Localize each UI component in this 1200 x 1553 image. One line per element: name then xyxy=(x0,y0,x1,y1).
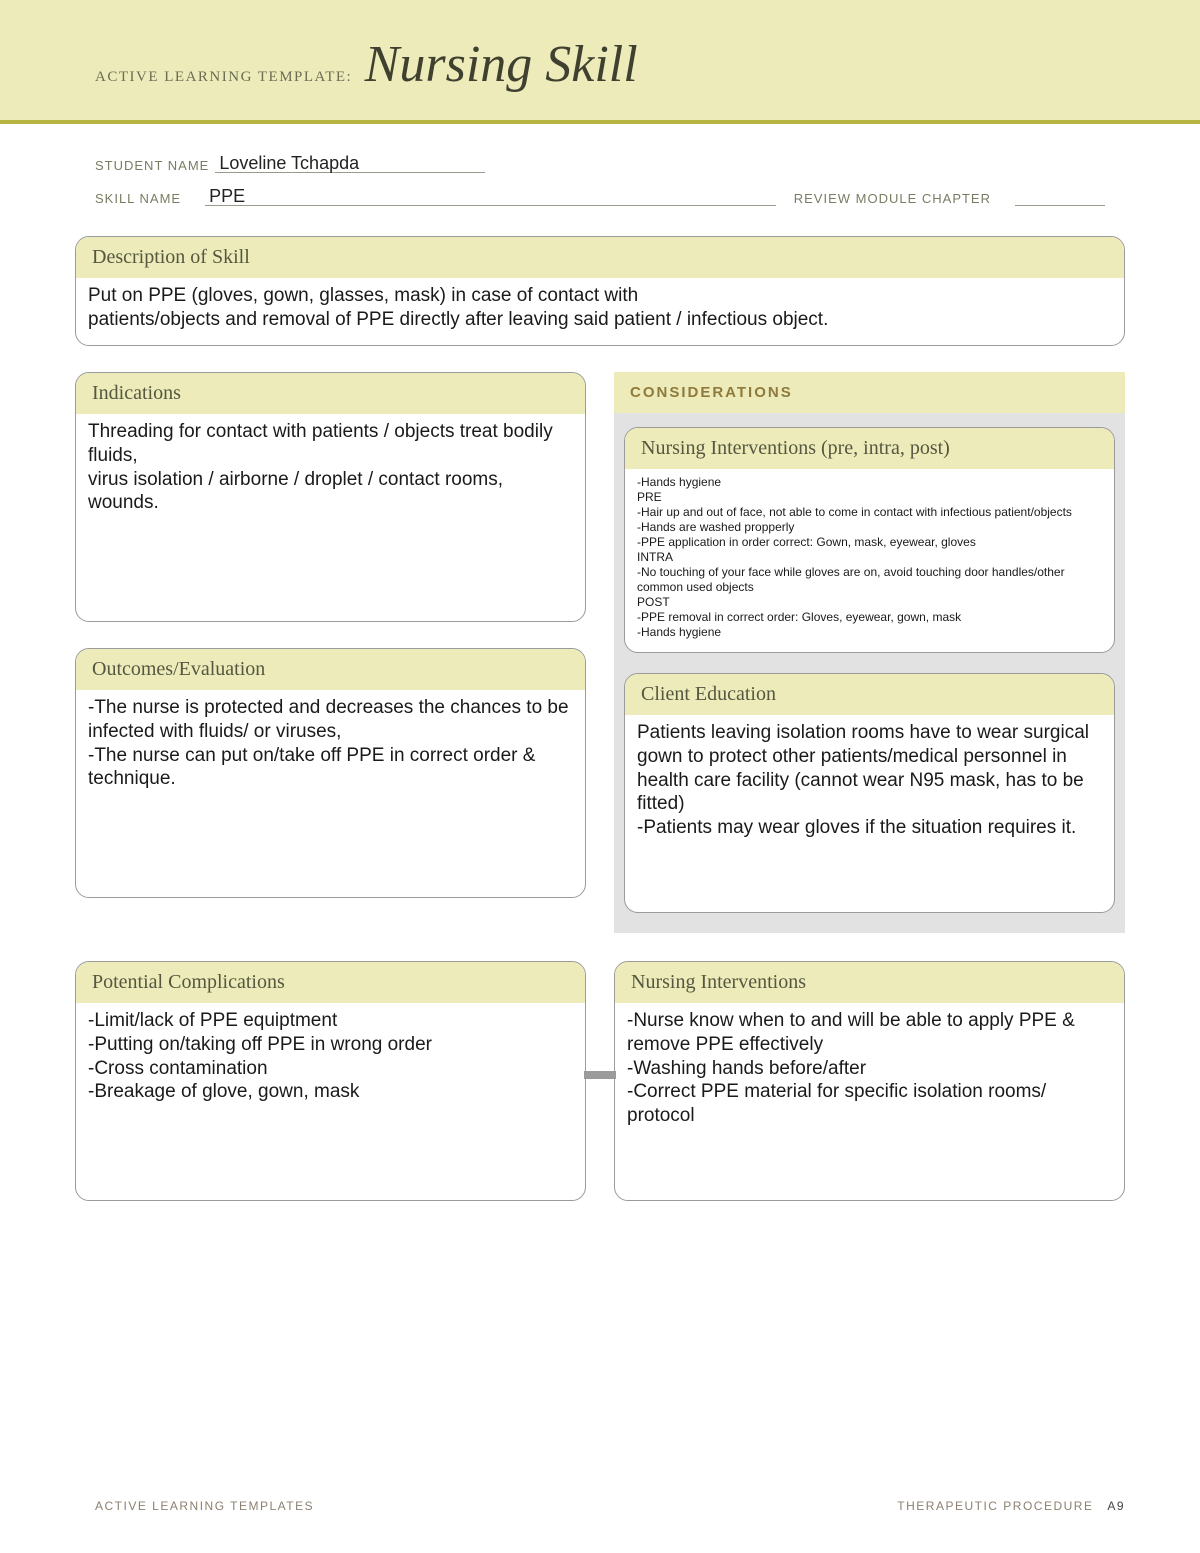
outcomes-header: Outcomes/Evaluation xyxy=(76,649,585,690)
skill-name-value[interactable]: PPE xyxy=(205,187,776,206)
review-module-value[interactable] xyxy=(1015,205,1105,206)
potential-complications-body[interactable]: -Limit/lack of PPE equiptment -Putting o… xyxy=(76,1003,585,1200)
outcomes-box: Outcomes/Evaluation -The nurse is protec… xyxy=(75,648,586,898)
footer-right-label: THERAPEUTIC PROCEDURE xyxy=(897,1499,1093,1513)
middle-grid: Indications Threading for contact with p… xyxy=(75,372,1125,933)
indications-header: Indications xyxy=(76,373,585,414)
banner-prefix: ACTIVE LEARNING TEMPLATE: xyxy=(95,69,352,85)
outcomes-body[interactable]: -The nurse is protected and decreases th… xyxy=(76,690,585,897)
page-footer: ACTIVE LEARNING TEMPLATES THERAPEUTIC PR… xyxy=(95,1499,1125,1513)
description-box: Description of Skill Put on PPE (gloves,… xyxy=(75,236,1125,346)
nursing-interventions-body[interactable]: -Nurse know when to and will be able to … xyxy=(615,1003,1124,1200)
considerations-section: CONSIDERATIONS Nursing Interventions (pr… xyxy=(614,372,1125,933)
nursing-interventions-pre-body[interactable]: -Hands hygiene PRE -Hair up and out of f… xyxy=(625,469,1114,652)
nursing-interventions-pre-box: Nursing Interventions (pre, intra, post)… xyxy=(624,427,1115,653)
client-education-body[interactable]: Patients leaving isolation rooms have to… xyxy=(625,715,1114,912)
student-name-label: STUDENT NAME xyxy=(95,158,209,173)
potential-complications-header: Potential Complications xyxy=(76,962,585,1003)
title-banner: ACTIVE LEARNING TEMPLATE: Nursing Skill xyxy=(0,0,1200,120)
indications-body[interactable]: Threading for contact with patients / ob… xyxy=(76,414,585,621)
potential-complications-box: Potential Complications -Limit/lack of P… xyxy=(75,961,586,1201)
client-education-header: Client Education xyxy=(625,674,1114,715)
nursing-interventions-header: Nursing Interventions xyxy=(615,962,1124,1003)
review-module-label: REVIEW MODULE CHAPTER xyxy=(794,191,991,206)
bottom-row: Potential Complications -Limit/lack of P… xyxy=(75,961,1125,1201)
description-header: Description of Skill xyxy=(76,237,1124,278)
left-column: Indications Threading for contact with p… xyxy=(75,372,586,898)
student-name-value[interactable]: Loveline Tchapda xyxy=(215,154,485,173)
skill-name-label: SKILL NAME xyxy=(95,191,181,206)
client-education-box: Client Education Patients leaving isolat… xyxy=(624,673,1115,913)
considerations-label: CONSIDERATIONS xyxy=(614,372,1125,413)
header-fields: STUDENT NAME Loveline Tchapda SKILL NAME… xyxy=(0,124,1200,216)
page: ACTIVE LEARNING TEMPLATE: Nursing Skill … xyxy=(0,0,1200,1553)
box-connector xyxy=(584,1071,616,1079)
footer-right: THERAPEUTIC PROCEDURE A9 xyxy=(897,1499,1125,1513)
description-body[interactable]: Put on PPE (gloves, gown, glasses, mask)… xyxy=(76,278,1124,345)
content-area: Description of Skill Put on PPE (gloves,… xyxy=(0,216,1200,1201)
indications-box: Indications Threading for contact with p… xyxy=(75,372,586,622)
banner-title: Nursing Skill xyxy=(365,36,638,93)
nursing-interventions-pre-header: Nursing Interventions (pre, intra, post) xyxy=(625,428,1114,469)
footer-page-number: A9 xyxy=(1107,1499,1125,1513)
footer-left: ACTIVE LEARNING TEMPLATES xyxy=(95,1499,314,1513)
nursing-interventions-box: Nursing Interventions -Nurse know when t… xyxy=(614,961,1125,1201)
